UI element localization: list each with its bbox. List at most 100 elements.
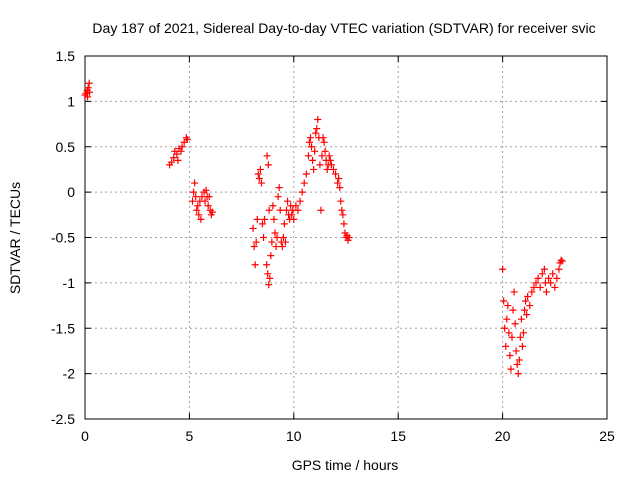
data-point <box>292 202 300 210</box>
data-point <box>557 256 565 264</box>
data-point <box>339 211 347 219</box>
x-tick-label: 5 <box>186 428 194 444</box>
data-point <box>338 206 346 214</box>
data-point <box>288 211 296 219</box>
data-point <box>553 274 561 282</box>
data-point <box>511 320 519 328</box>
data-point <box>325 152 333 160</box>
x-tick-label: 20 <box>495 428 511 444</box>
data-point <box>312 129 320 137</box>
data-point <box>513 361 521 369</box>
data-point <box>264 161 272 169</box>
data-point <box>280 220 288 228</box>
data-point <box>558 257 566 265</box>
data-point <box>263 261 271 269</box>
data-point <box>536 283 544 291</box>
data-point <box>274 193 282 201</box>
data-point <box>551 283 559 291</box>
data-point <box>267 252 275 260</box>
data-point <box>500 297 508 305</box>
data-point <box>323 165 331 173</box>
y-tick-label: 0 <box>67 184 75 200</box>
data-point <box>178 143 186 151</box>
data-point <box>320 138 328 146</box>
data-point <box>205 193 213 201</box>
data-point <box>269 202 277 210</box>
data-point <box>264 270 272 278</box>
data-point <box>319 134 327 142</box>
data-point <box>499 265 507 273</box>
y-tick-label: 1.5 <box>56 48 76 64</box>
chart-title: Day 187 of 2021, Sidereal Day-to-day VTE… <box>92 20 595 36</box>
data-point <box>505 329 513 337</box>
data-point <box>202 186 210 194</box>
data-point <box>84 84 92 92</box>
data-point <box>189 197 197 205</box>
data-point <box>276 206 284 214</box>
data-point <box>266 274 274 282</box>
data-point <box>272 243 280 251</box>
data-point <box>321 147 329 155</box>
data-point <box>530 283 538 291</box>
data-point <box>526 302 534 310</box>
data-point <box>255 175 263 183</box>
data-point <box>173 150 181 158</box>
data-point <box>183 135 191 143</box>
x-tick-label: 15 <box>390 428 406 444</box>
data-point <box>265 281 273 289</box>
data-point <box>317 206 325 214</box>
y-tick-label: -1 <box>63 275 76 291</box>
data-point <box>332 170 340 178</box>
data-point <box>273 234 281 241</box>
data-point <box>257 179 265 187</box>
data-point <box>522 297 530 305</box>
data-point <box>197 215 205 223</box>
data-point <box>521 306 529 314</box>
data-point <box>86 88 94 96</box>
data-point <box>311 147 319 155</box>
data-point <box>502 342 510 350</box>
data-point <box>305 138 313 146</box>
data-point <box>258 220 266 228</box>
data-point <box>85 79 93 87</box>
data-point <box>296 197 304 205</box>
data-point <box>251 261 259 269</box>
y-tick-label: 1 <box>67 93 75 109</box>
data-point <box>204 202 212 210</box>
data-point <box>261 215 269 223</box>
data-point <box>191 179 199 187</box>
data-point <box>284 197 292 205</box>
data-point <box>302 170 310 178</box>
data-point <box>508 333 516 341</box>
data-point <box>540 265 548 273</box>
data-point <box>174 156 182 164</box>
data-point <box>345 234 353 241</box>
data-point <box>515 356 523 364</box>
data-point <box>281 238 289 246</box>
data-point <box>542 288 550 296</box>
x-tick-label: 25 <box>599 428 615 444</box>
data-point <box>309 156 317 164</box>
data-point <box>265 206 273 214</box>
data-point <box>195 211 203 219</box>
data-point <box>308 143 316 151</box>
data-point <box>314 116 322 124</box>
y-tick-label: -2 <box>63 366 76 382</box>
data-point <box>514 370 522 378</box>
data-point <box>300 179 308 187</box>
x-tick-label: 0 <box>81 428 89 444</box>
data-point <box>193 206 201 214</box>
data-point <box>252 238 260 246</box>
data-point <box>168 158 176 166</box>
data-point <box>503 315 511 323</box>
axis-ticks: 0 5 10 15 20 25 -2.5 -2 -1.5 -1 -0.5 0 0.5 1 1.5 <box>51 48 615 444</box>
data-point <box>310 165 318 173</box>
x-tick-label: 10 <box>286 428 302 444</box>
data-point <box>506 351 514 359</box>
x-axis-label: GPS time / hours <box>292 457 399 473</box>
data-point <box>307 134 315 142</box>
data-point <box>510 288 518 296</box>
y-axis-label: SDTVAR / TECUs <box>7 182 23 294</box>
data-point <box>534 274 542 282</box>
data-point <box>329 165 337 173</box>
